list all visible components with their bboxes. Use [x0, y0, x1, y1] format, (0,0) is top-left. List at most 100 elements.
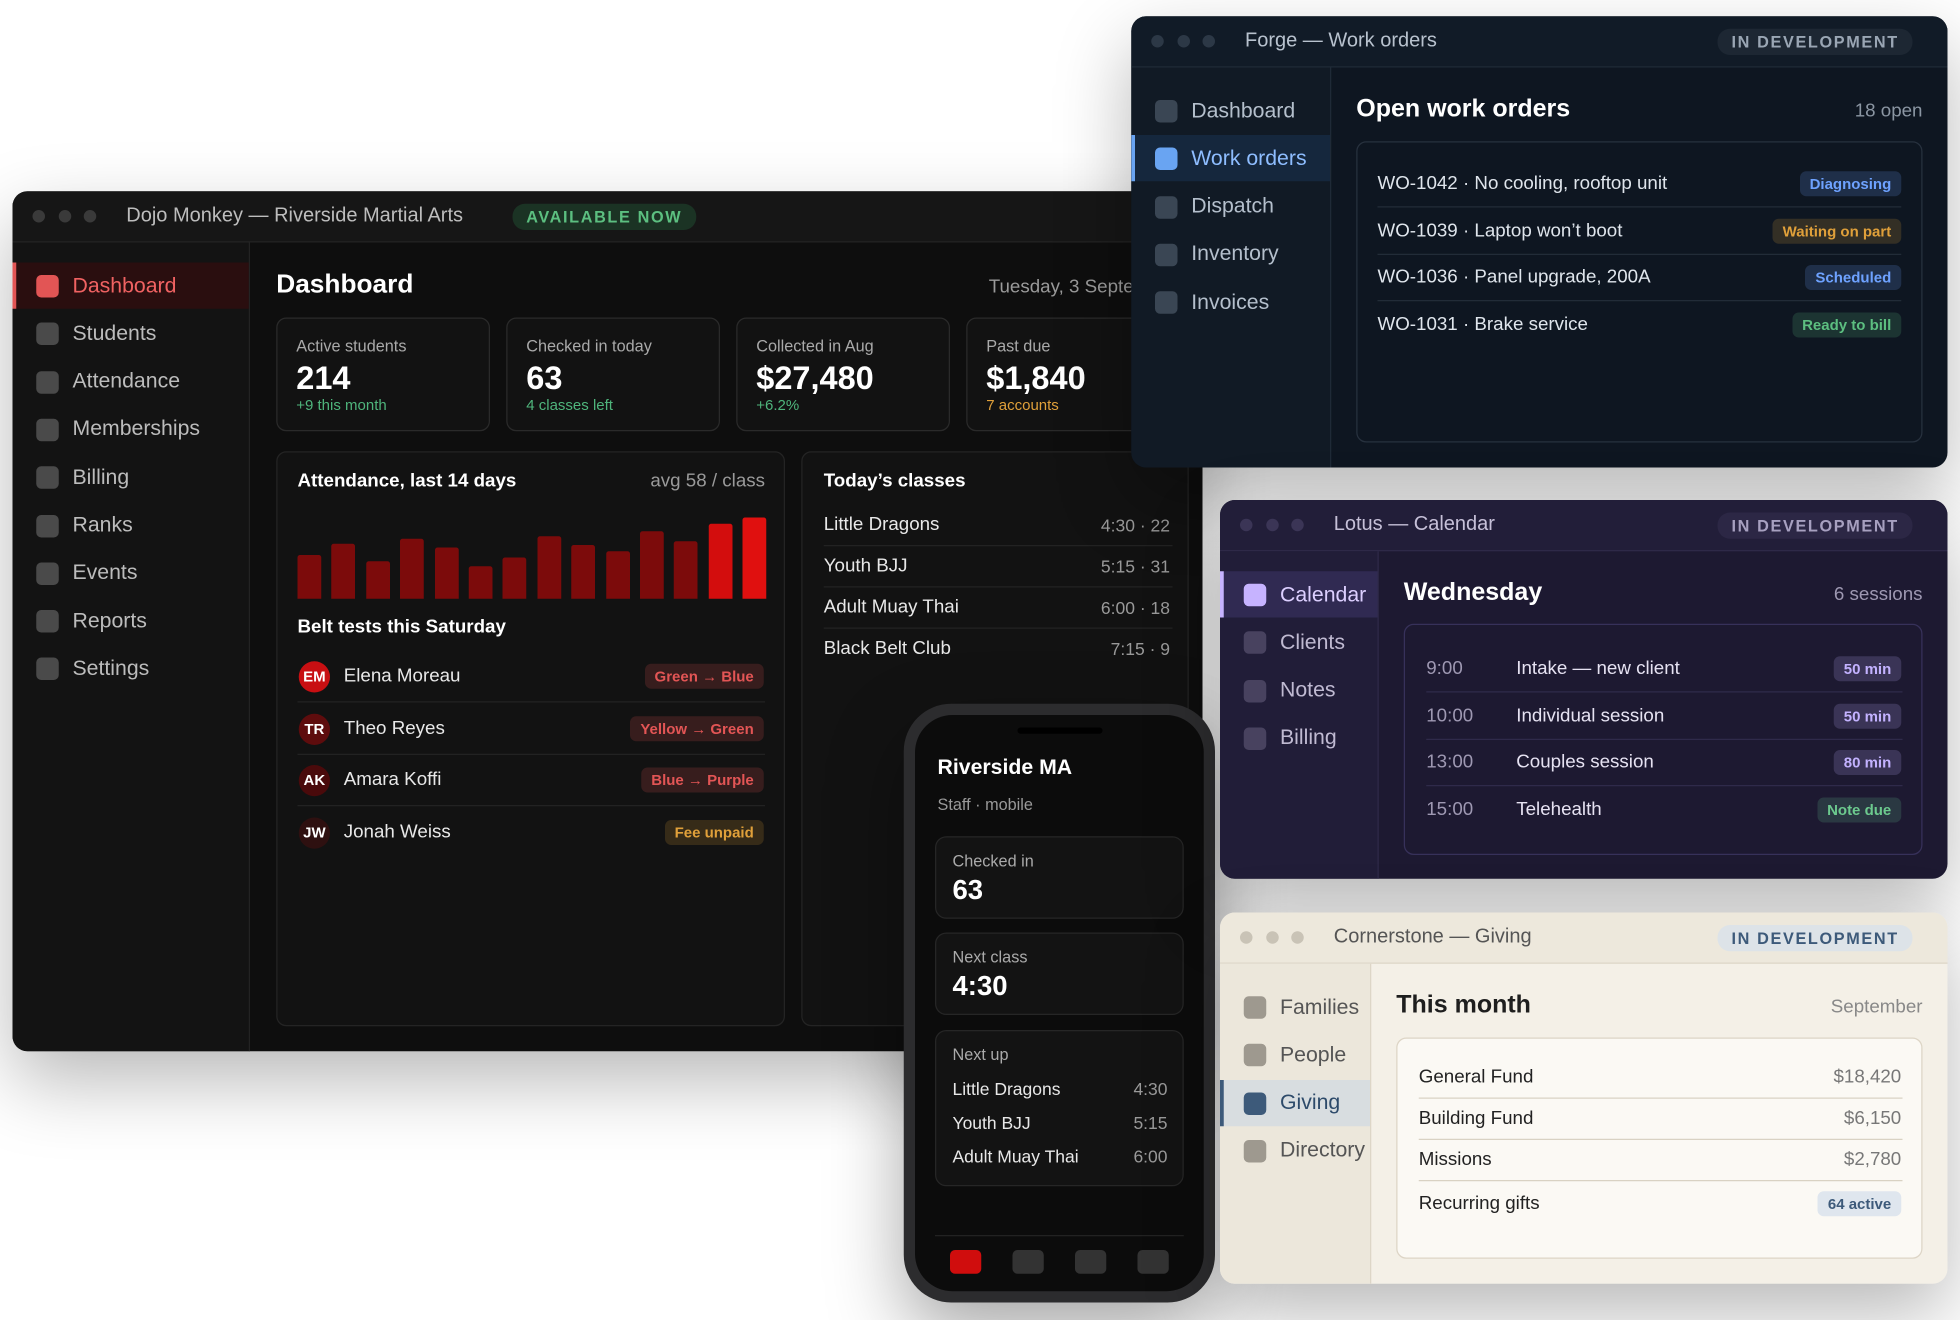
- class-name: Adult Muay Thai: [823, 596, 959, 618]
- bar: [502, 557, 527, 599]
- card-value: 4:30: [952, 970, 1008, 1002]
- nav-item[interactable]: Families: [1220, 984, 1370, 1030]
- separator: [1377, 206, 1902, 208]
- fund-name: Recurring gifts: [1418, 1192, 1540, 1214]
- stat-note: +9 this month: [296, 396, 387, 414]
- class-name: Little Dragons: [823, 513, 940, 535]
- nav-item[interactable]: Dashboard: [12, 262, 249, 309]
- card-meta: avg 58 / class: [650, 470, 765, 492]
- nav-icon: [36, 275, 59, 298]
- window-badge: IN DEVELOPMENT: [1717, 512, 1913, 539]
- nav-item[interactable]: Events: [13, 550, 249, 596]
- bar: [640, 531, 664, 599]
- status-tag: Ready to bill: [1792, 311, 1902, 337]
- separator: [1377, 253, 1902, 255]
- fund-name: General Fund: [1418, 1066, 1534, 1088]
- nav-icon: [1243, 727, 1267, 750]
- nav-item[interactable]: Inventory: [1131, 231, 1330, 277]
- nav-item[interactable]: Giving: [1220, 1079, 1370, 1126]
- nav-icon: [1243, 631, 1267, 655]
- phone-subtitle: Staff · mobile: [937, 795, 1033, 814]
- nav-label: Reports: [72, 608, 147, 632]
- nav-item[interactable]: Invoices: [1131, 279, 1330, 325]
- nav-icon: [1155, 147, 1178, 171]
- tab-icon[interactable]: [1075, 1250, 1107, 1274]
- member-name: Theo Reyes: [343, 716, 445, 739]
- nav-item[interactable]: Work orders: [1131, 135, 1330, 182]
- stat-card: Checked in today 63 4 classes left: [506, 317, 720, 432]
- tab-icon[interactable]: [1012, 1250, 1044, 1274]
- nav-item[interactable]: Ranks: [13, 502, 249, 548]
- separator: [1418, 1097, 1903, 1099]
- nav-item[interactable]: Dispatch: [1131, 183, 1330, 229]
- session-name: Couples session: [1516, 751, 1654, 773]
- work-order: WO-1042 · No cooling, rooftop unit: [1377, 172, 1668, 194]
- tab-icon[interactable]: [950, 1250, 982, 1274]
- nav-item[interactable]: Billing: [13, 454, 249, 500]
- bar: [674, 541, 698, 599]
- fund-amount: $18,420: [1833, 1066, 1902, 1088]
- nav-label: Billing: [1280, 725, 1337, 750]
- window-dot: [1151, 35, 1164, 48]
- title-bar: Forge — Work orders IN DEVELOPMENT: [1131, 16, 1948, 68]
- separator: [823, 586, 1173, 588]
- bar: [365, 560, 390, 599]
- nav-item[interactable]: Settings: [13, 645, 249, 691]
- fund-amount: $6,150: [1843, 1107, 1902, 1129]
- window-badge: IN DEVELOPMENT: [1717, 925, 1913, 952]
- heading: Open work orders: [1356, 95, 1571, 123]
- bar: [708, 524, 733, 599]
- window-dot: [1240, 931, 1253, 944]
- work-order: WO-1031 · Brake service: [1377, 313, 1588, 335]
- window-dot: [1266, 518, 1279, 532]
- separator: [1426, 691, 1903, 693]
- fund-name: Missions: [1418, 1148, 1492, 1170]
- sidebar: Dashboard Students Attendance Memberships Bi…: [12, 242, 250, 1052]
- nav-item[interactable]: Directory: [1220, 1127, 1370, 1173]
- nav-item[interactable]: Clients: [1220, 619, 1378, 665]
- session-name: Individual session: [1516, 704, 1665, 726]
- nav-label: Giving: [1280, 1090, 1341, 1114]
- nav-label: People: [1280, 1042, 1347, 1066]
- nav-item[interactable]: Calendar: [1220, 571, 1378, 618]
- session-time: 15:00: [1426, 798, 1474, 820]
- nav-label: Inventory: [1191, 241, 1279, 266]
- member-name: Amara Koffi: [343, 768, 442, 791]
- nav-label: Invoices: [1191, 289, 1270, 314]
- nav-icon: [1155, 100, 1178, 123]
- separator: [1377, 300, 1902, 302]
- class-name: Adult Muay Thai: [952, 1146, 1079, 1167]
- nav-item[interactable]: Attendance: [13, 358, 249, 404]
- separator: [1426, 785, 1903, 787]
- fund-amount: $2,780: [1843, 1148, 1902, 1170]
- nav-label: Work orders: [1191, 145, 1307, 170]
- bar: [400, 539, 424, 599]
- card-label: Next up: [952, 1045, 1009, 1064]
- stat-note: +6.2%: [756, 396, 800, 414]
- nav-item[interactable]: Memberships: [13, 406, 249, 452]
- tab-icon[interactable]: [1137, 1250, 1169, 1274]
- nav-item[interactable]: Billing: [1220, 715, 1378, 761]
- stat-card: Active students 214 +9 this month: [276, 317, 490, 432]
- nav-icon: [36, 562, 59, 585]
- nav-item[interactable]: People: [1220, 1032, 1370, 1078]
- panel: 9:00 Intake — new client 50 min 10:00 Indivi…: [1403, 623, 1923, 855]
- nav-item[interactable]: Dashboard: [1131, 88, 1330, 134]
- nav-item[interactable]: Notes: [1220, 667, 1378, 713]
- nav-item[interactable]: Reports: [13, 598, 249, 644]
- avatar: EM: [298, 661, 330, 693]
- count: September: [1830, 996, 1923, 1018]
- nav-icon: [1243, 1044, 1267, 1067]
- status-tag: Fee unpaid: [664, 819, 764, 845]
- title-bar: Dojo Monkey — Riverside Martial Arts AVAI…: [12, 191, 1203, 243]
- class-time: 4:30: [1133, 1078, 1168, 1099]
- nav-icon: [1243, 583, 1267, 607]
- separator: [297, 701, 765, 703]
- stat-value: $1,840: [986, 358, 1086, 397]
- sidebar: Families People Giving Directory: [1220, 963, 1372, 1284]
- sidebar: Dashboard Work orders Dispatch Inventory Inv…: [1131, 67, 1332, 468]
- nav-item[interactable]: Students: [13, 310, 249, 356]
- window-title: Cornerstone — Giving: [1333, 926, 1532, 948]
- fund-name: Building Fund: [1418, 1107, 1534, 1129]
- bar: [571, 544, 596, 599]
